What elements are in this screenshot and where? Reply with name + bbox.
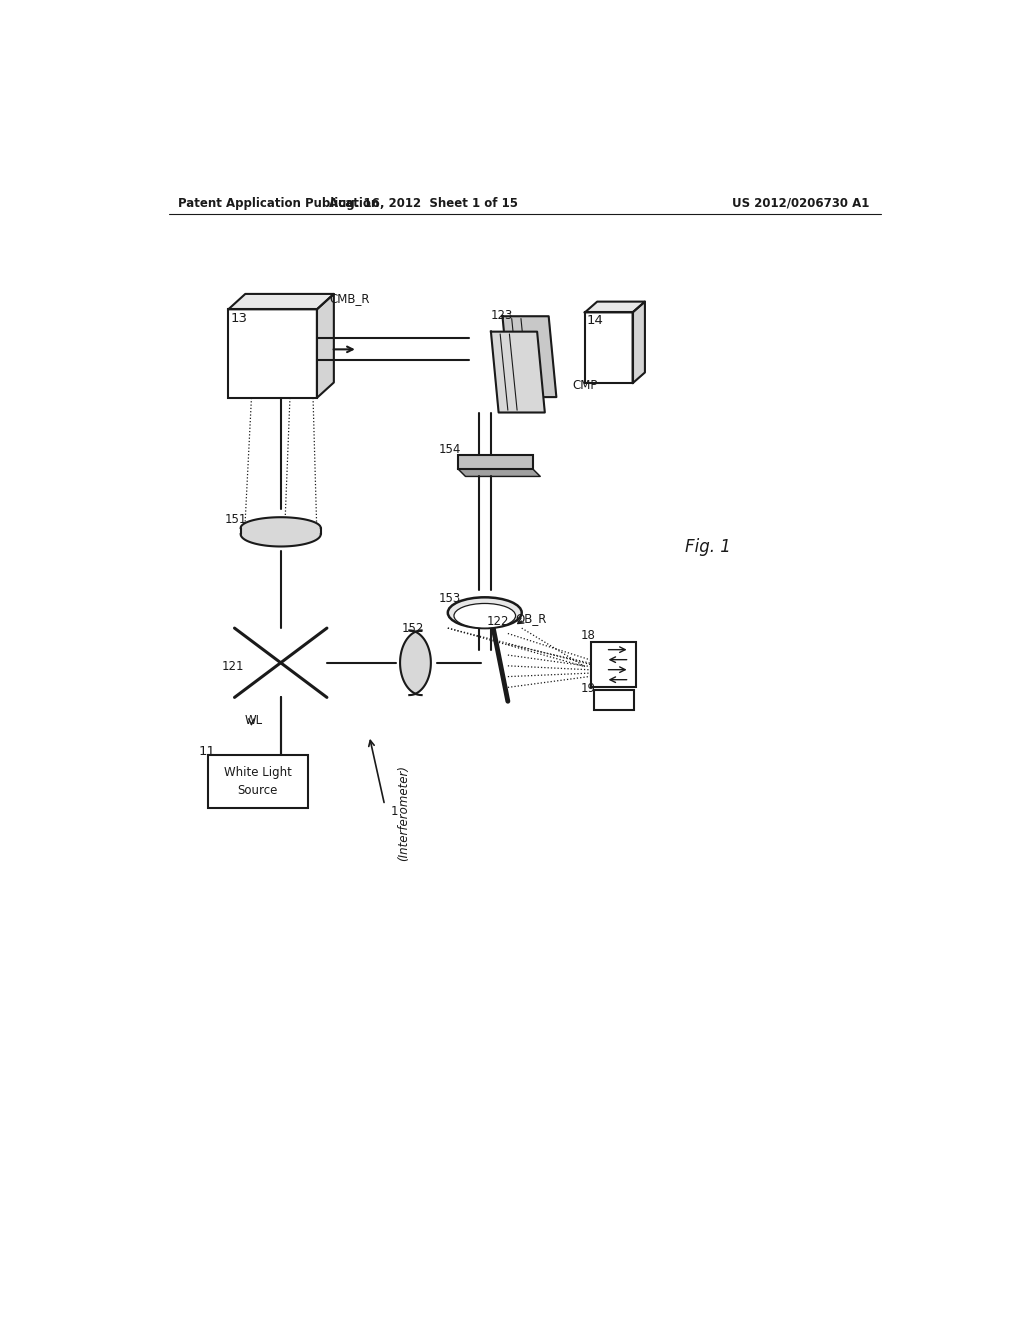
Text: CMP: CMP [572, 379, 598, 392]
Text: 153: 153 [438, 593, 461, 606]
Text: 18: 18 [581, 630, 595, 643]
Text: White Light
Source: White Light Source [223, 766, 292, 797]
Text: CMB_R: CMB_R [330, 292, 370, 305]
Text: 154: 154 [438, 444, 461, 455]
Bar [594, 689, 634, 710]
Text: 14: 14 [587, 314, 603, 326]
Bar [208, 755, 307, 808]
Bar [228, 309, 316, 397]
Text: 123: 123 [490, 309, 513, 322]
Bar [591, 642, 636, 686]
Text: 11: 11 [199, 744, 215, 758]
Text: Patent Application Publication: Patent Application Publication [178, 197, 380, 210]
Polygon shape [490, 331, 545, 412]
Polygon shape [228, 294, 334, 309]
Polygon shape [458, 469, 541, 477]
Ellipse shape [447, 597, 521, 628]
Bar [585, 313, 633, 383]
Text: Aug. 16, 2012  Sheet 1 of 15: Aug. 16, 2012 Sheet 1 of 15 [329, 197, 518, 210]
Polygon shape [585, 302, 645, 313]
Text: Fig. 1: Fig. 1 [685, 539, 731, 556]
Polygon shape [633, 302, 645, 383]
Text: OB_R: OB_R [515, 612, 547, 626]
Text: 122: 122 [486, 615, 509, 628]
Text: 19: 19 [581, 681, 596, 694]
Text: US 2012/0206730 A1: US 2012/0206730 A1 [732, 197, 869, 210]
Text: 1: 1 [391, 805, 398, 818]
Text: 13: 13 [230, 312, 248, 325]
Bar [458, 455, 532, 469]
Polygon shape [400, 631, 431, 696]
Text: 151: 151 [224, 513, 247, 527]
Text: WL: WL [245, 714, 262, 727]
Ellipse shape [454, 603, 515, 628]
Text: (Interferometer): (Interferometer) [397, 764, 411, 861]
Polygon shape [503, 317, 556, 397]
Text: 152: 152 [401, 622, 424, 635]
Polygon shape [241, 517, 321, 546]
Text: 121: 121 [221, 660, 244, 673]
Polygon shape [316, 294, 334, 397]
